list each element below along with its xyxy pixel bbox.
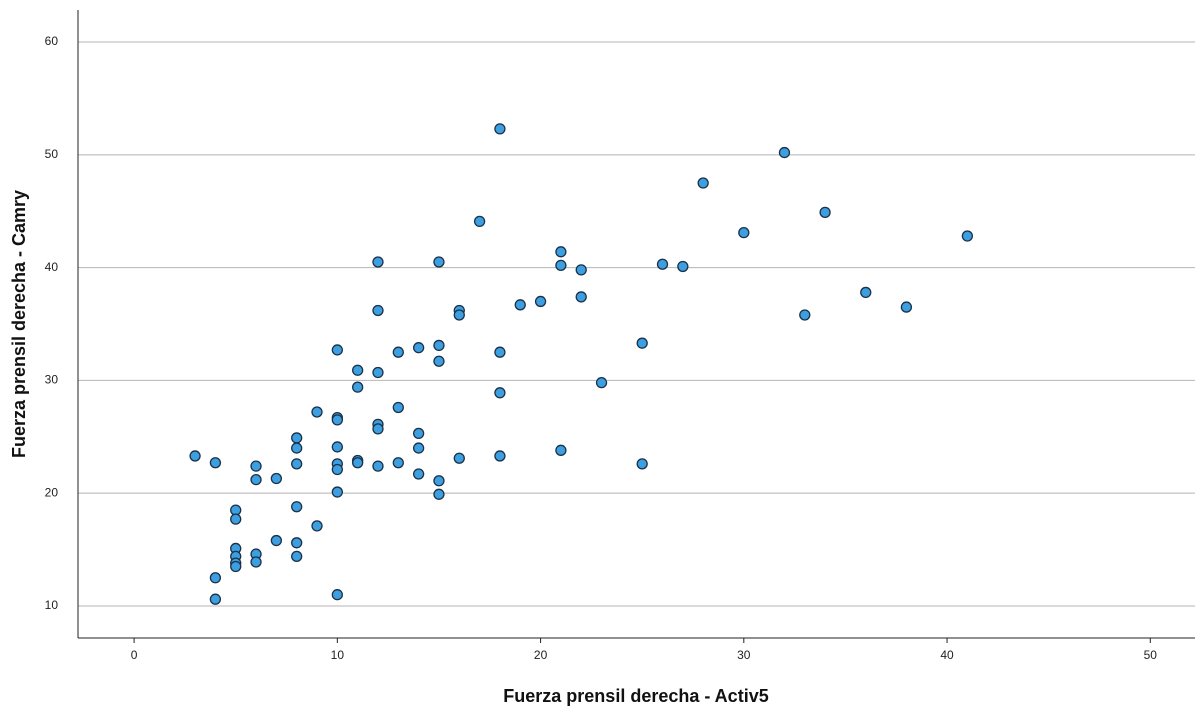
point: [270, 534, 283, 547]
point: [412, 427, 425, 440]
point: [352, 457, 364, 469]
x-tick-label: 10: [331, 648, 345, 662]
point: [372, 460, 384, 472]
x-axis-title: Fuerza prensil derecha - Activ5: [503, 686, 768, 706]
point: [555, 259, 567, 272]
point: [331, 589, 343, 601]
point: [494, 387, 506, 399]
point: [778, 146, 791, 159]
point: [433, 256, 445, 268]
point: [595, 376, 608, 389]
point: [473, 215, 486, 228]
point: [412, 442, 425, 454]
point: [575, 264, 587, 276]
point: [433, 488, 445, 500]
point: [372, 366, 384, 379]
point: [230, 560, 242, 573]
point: [291, 537, 303, 549]
point: [453, 452, 465, 464]
y-tick-label: 20: [45, 485, 59, 499]
point: [230, 513, 242, 525]
point: [372, 304, 384, 317]
point: [331, 463, 343, 476]
y-tick-label: 30: [45, 373, 59, 387]
point: [412, 342, 425, 354]
point: [209, 457, 222, 469]
point: [270, 472, 283, 485]
point: [209, 572, 222, 584]
point: [433, 355, 445, 367]
point: [697, 177, 709, 189]
point: [372, 256, 384, 268]
y-tick-label: 60: [45, 34, 59, 48]
point: [738, 226, 750, 239]
point: [636, 458, 648, 470]
x-tick-label: 20: [534, 648, 548, 662]
point: [331, 344, 343, 356]
y-tick-label: 50: [45, 147, 59, 161]
point: [819, 206, 831, 218]
point: [291, 550, 303, 562]
x-tick-label: 40: [940, 648, 954, 662]
x-tick-label: 0: [131, 648, 138, 662]
point: [291, 501, 303, 513]
point: [331, 441, 343, 453]
point: [291, 432, 303, 444]
point: [677, 260, 689, 273]
x-tick-label: 50: [1144, 648, 1158, 662]
point: [961, 230, 974, 242]
point: [331, 414, 343, 426]
point: [189, 450, 201, 462]
y-axis-title: Fuerza prensil derecha - Camry: [9, 190, 29, 458]
point: [636, 337, 648, 349]
point: [209, 593, 222, 605]
point: [799, 309, 811, 321]
point: [514, 299, 526, 311]
point: [372, 423, 384, 435]
x-tick-label: 30: [737, 648, 751, 662]
point: [331, 486, 343, 498]
point: [250, 460, 262, 472]
point: [494, 346, 506, 358]
point: [311, 520, 323, 532]
point: [534, 295, 547, 308]
point: [555, 246, 567, 258]
point: [352, 364, 364, 376]
y-tick-label: 40: [45, 260, 59, 274]
point: [250, 473, 262, 486]
point: [352, 381, 364, 393]
point: [433, 475, 445, 487]
point: [860, 286, 872, 299]
point: [291, 442, 303, 454]
point: [494, 123, 506, 135]
point: [494, 450, 506, 462]
point: [900, 301, 913, 313]
point: [656, 258, 669, 270]
point: [453, 309, 465, 321]
point: [412, 468, 425, 480]
point: [291, 458, 303, 470]
point: [555, 444, 567, 456]
point: [392, 457, 404, 469]
point: [392, 346, 404, 358]
point: [575, 291, 587, 303]
point: [311, 406, 323, 418]
point: [250, 556, 262, 568]
point: [392, 401, 404, 414]
y-tick-label: 10: [45, 598, 59, 612]
point: [433, 339, 445, 352]
